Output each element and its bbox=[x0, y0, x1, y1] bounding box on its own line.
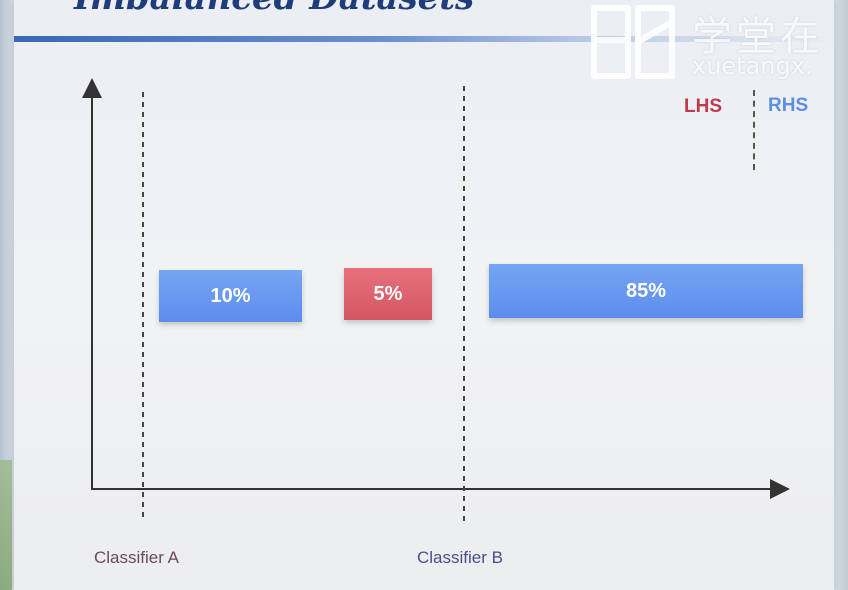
slide-header: Imbalanced Datasets bbox=[14, 0, 834, 42]
segment-label: 10% bbox=[210, 284, 251, 307]
classifier-a-label: Classifier A bbox=[94, 548, 180, 567]
header-rule bbox=[14, 36, 834, 42]
left-edge-accent bbox=[0, 460, 12, 590]
legend-lhs: LHS bbox=[684, 96, 722, 117]
classifier-b-label: Classifier B bbox=[417, 548, 503, 567]
segment-label: 85% bbox=[625, 279, 667, 302]
watermark-english-text: xuetangx. bbox=[692, 52, 813, 80]
watermark-logo-icon bbox=[591, 5, 675, 79]
watermark: 学堂在 xuetangx. bbox=[588, 0, 848, 90]
watermark-chinese-text: 学堂在 bbox=[692, 14, 824, 60]
segment-bar-85: 85% bbox=[489, 264, 803, 318]
segment-bar-5: 5% bbox=[344, 268, 432, 320]
legend-divider bbox=[753, 90, 755, 170]
legend-rhs: RHS bbox=[768, 95, 809, 116]
segment-bar-10: 10% bbox=[159, 270, 302, 322]
slide-title: Imbalanced Datasets bbox=[74, 0, 474, 18]
segment-label: 5% bbox=[373, 282, 403, 305]
left-edge bbox=[0, 0, 14, 590]
right-edge bbox=[834, 0, 848, 590]
